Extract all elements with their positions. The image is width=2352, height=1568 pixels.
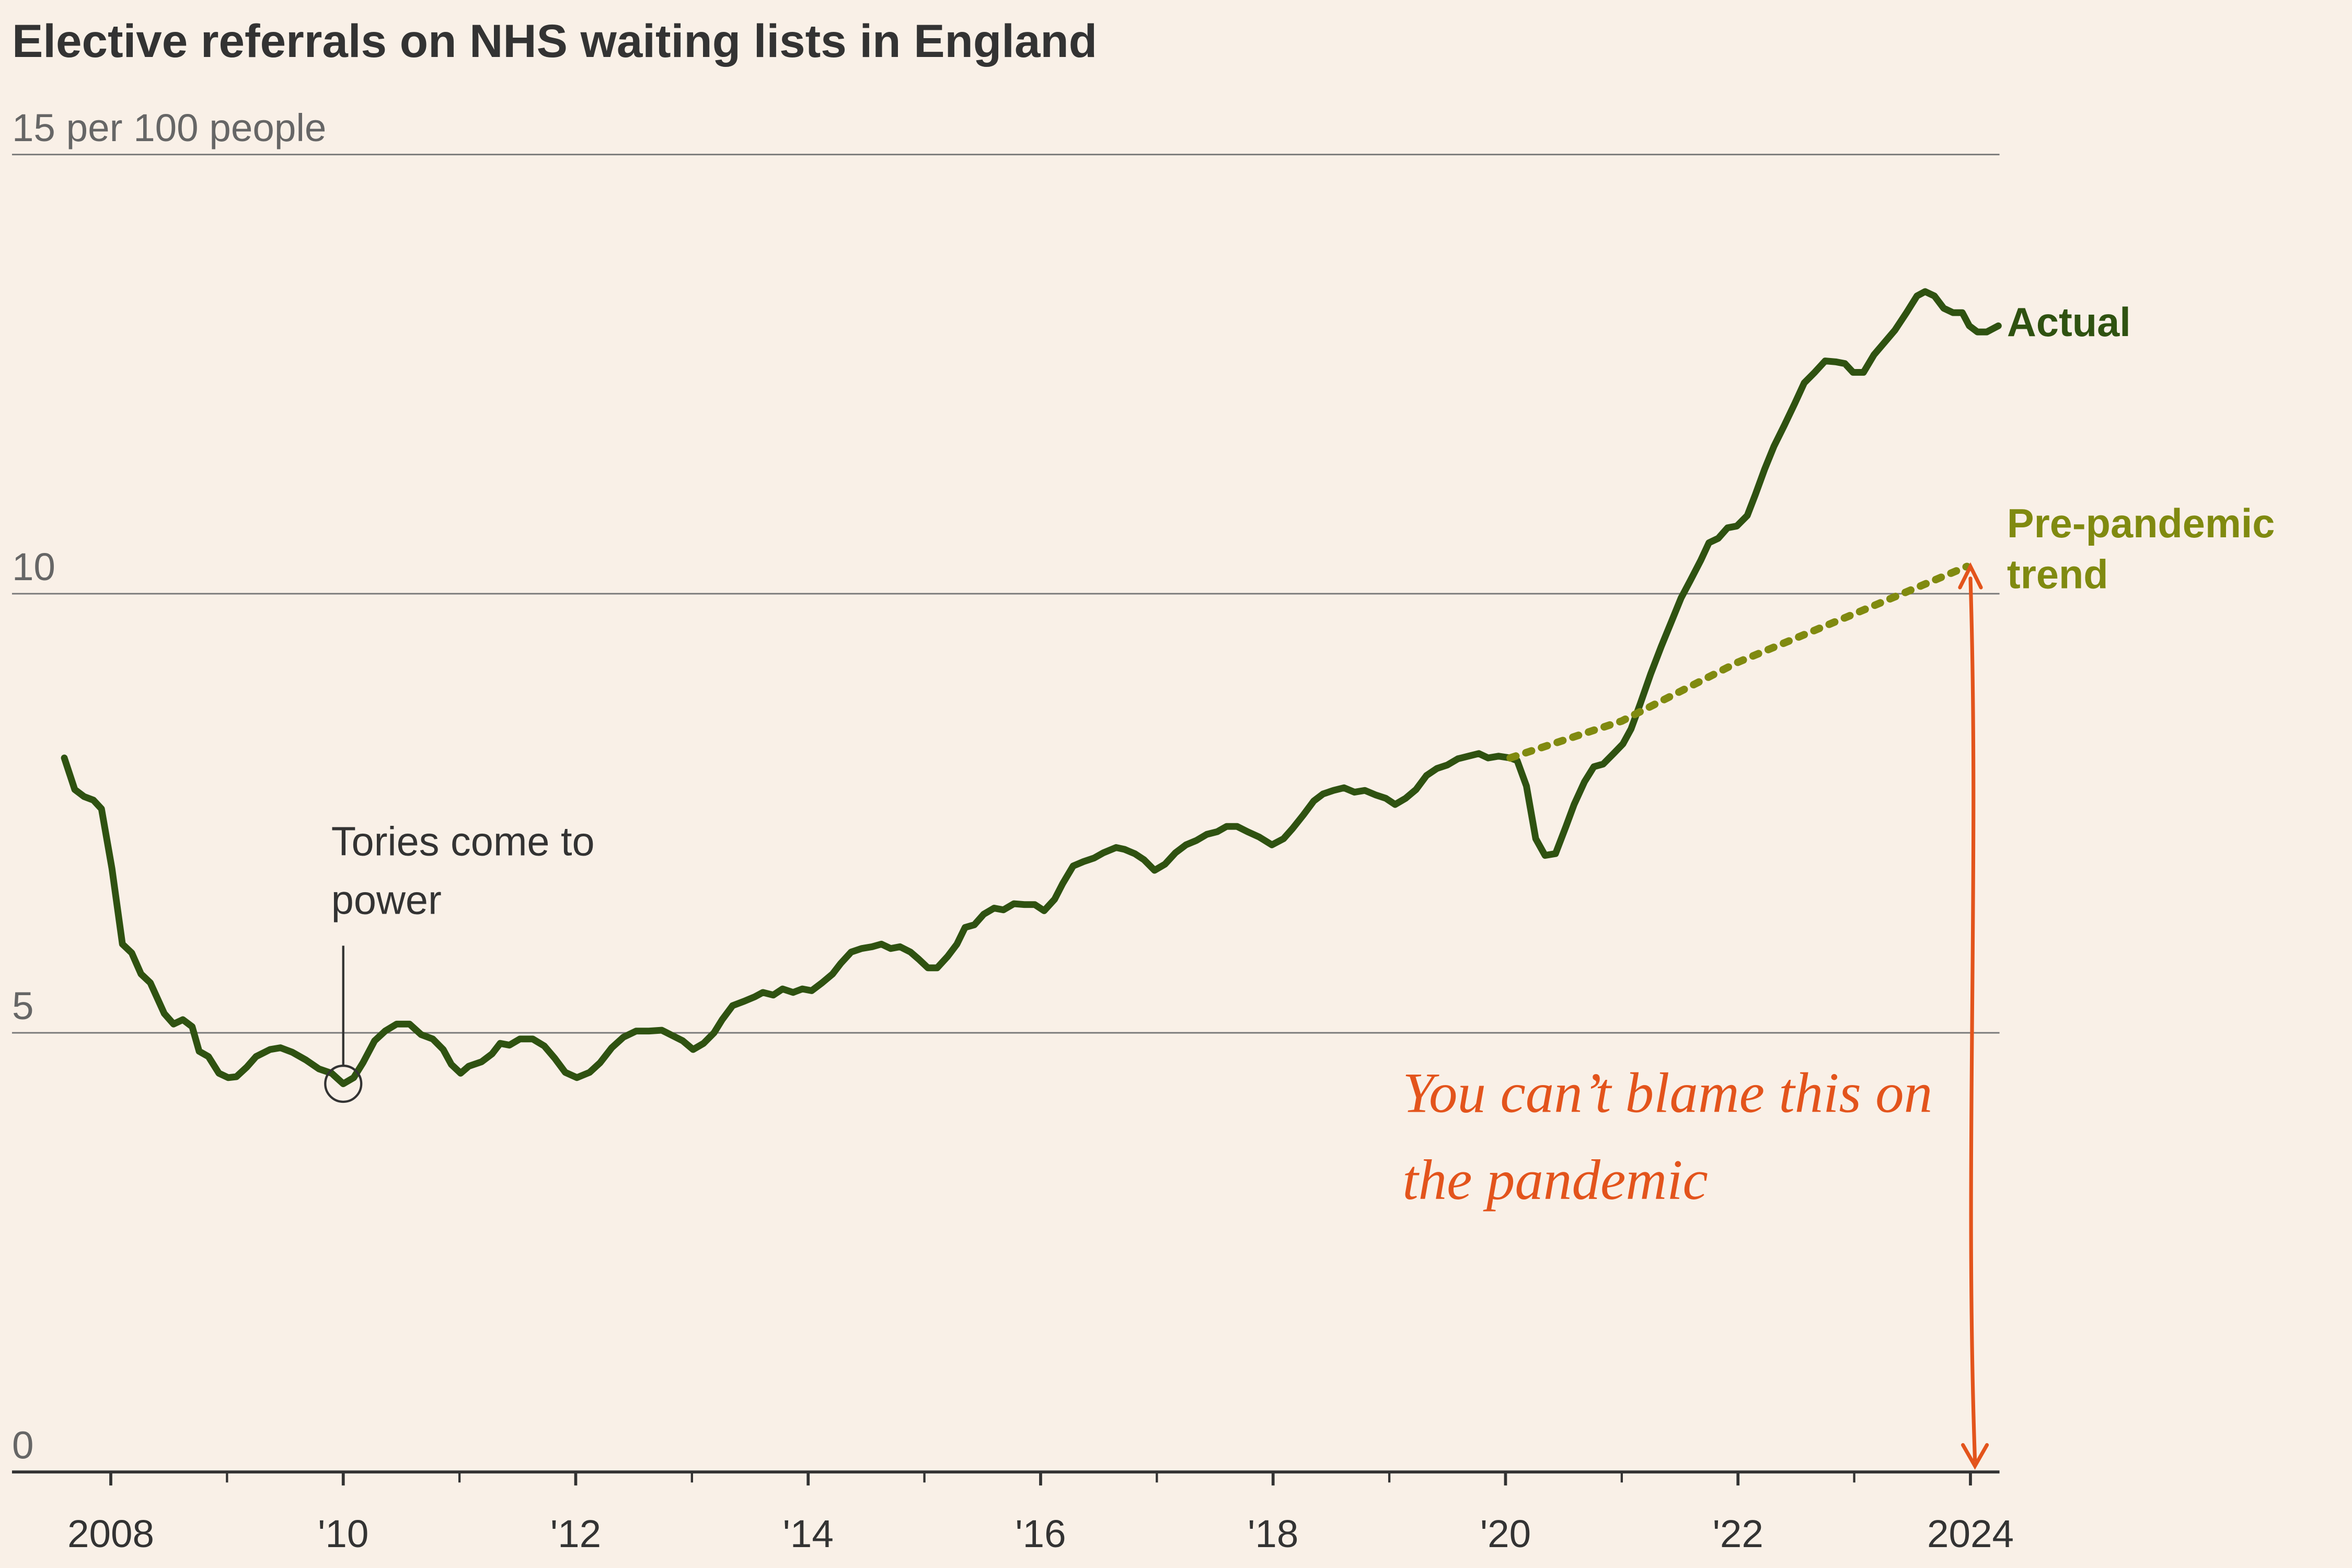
x-tick-label: 2024 — [1927, 1512, 2014, 1555]
x-tick-label: '14 — [783, 1512, 834, 1555]
x-tick-label: '22 — [1713, 1512, 1763, 1555]
y-tick-label: 0 — [12, 1423, 33, 1467]
y-tick-label: 5 — [12, 984, 33, 1028]
x-tick-label: '10 — [318, 1512, 368, 1555]
series-line — [61, 288, 2002, 1087]
x-tick-label: '12 — [550, 1512, 601, 1555]
arrow-head — [1958, 562, 1983, 590]
annotation-arrow — [1968, 577, 1977, 1462]
chart-title: Elective referrals on NHS waiting lists … — [12, 15, 1097, 67]
legend-label-box: Actual — [2007, 300, 2131, 345]
annotation-text: Tories come to power — [331, 820, 595, 924]
x-tick-label: '20 — [1480, 1512, 1531, 1555]
annotation-text-box: You can’t blame this on the pandemic — [1402, 1062, 1933, 1213]
legend-label: Actual — [2007, 300, 2131, 345]
y-tick-label: 10 — [12, 545, 55, 589]
x-tick-label: 2008 — [67, 1512, 154, 1555]
legend-label-box: Pre-pandemic trend — [2007, 500, 2275, 597]
annotation-text-box: Tories come to power — [331, 820, 595, 924]
legend-label: Pre-pandemic trend — [2007, 500, 2275, 597]
y-tick-label: 15 per 100 people — [12, 106, 326, 149]
arrow-head — [1961, 1443, 1989, 1470]
x-tick-label: '16 — [1015, 1512, 1066, 1555]
annotation-text: You can’t blame this on the pandemic — [1402, 1062, 1933, 1213]
x-tick-label: '18 — [1248, 1512, 1298, 1555]
series-line — [1506, 562, 1971, 762]
